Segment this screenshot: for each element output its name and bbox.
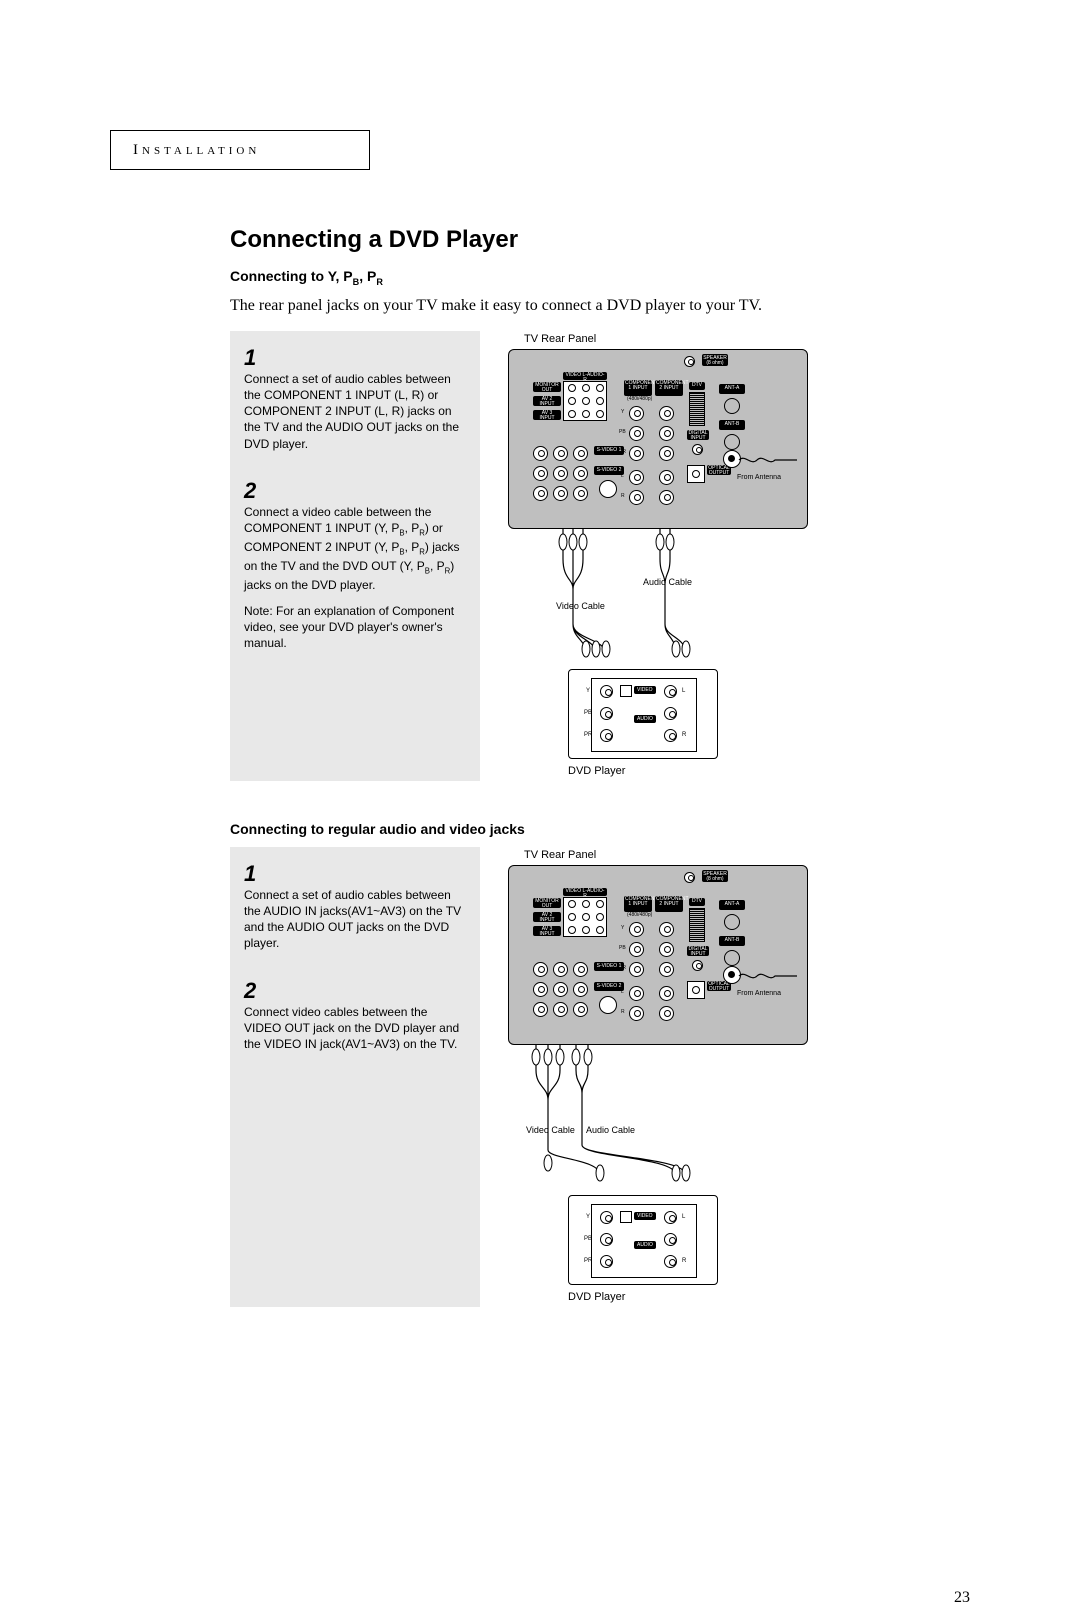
section-tab-label: Installation xyxy=(133,142,260,158)
audio-cable-label-a: Audio Cable xyxy=(643,577,692,587)
page-title: Connecting a DVD Player xyxy=(230,226,970,254)
cable-diagram-a xyxy=(508,529,828,669)
step-a2-note: Note: For an explanation of Component vi… xyxy=(244,603,466,652)
component-jack-pr xyxy=(629,446,644,461)
svideo-icon xyxy=(599,480,617,498)
component-jack-r xyxy=(629,490,644,505)
step-a1-num: 1 xyxy=(244,347,466,369)
tv-panel-label-a: TV Rear Panel xyxy=(524,333,970,345)
dvd-player-box-b: Y VIDEO L PB AUDIO PR R xyxy=(568,1195,718,1285)
screw-icon xyxy=(684,356,695,367)
subtitle-sub-r: R xyxy=(376,277,383,287)
step-b1-num: 1 xyxy=(244,863,466,885)
step-a1-body: Connect a set of audio cables between th… xyxy=(244,371,466,452)
dvd-label-b: DVD Player xyxy=(568,1291,970,1303)
tv-rear-panel-b: SPEAKER (8 ohm) MONITOR OUT AV 2 INPUT A… xyxy=(508,865,808,1045)
video-cable-label-b: Video Cable xyxy=(526,1125,575,1135)
section-a: 1 Connect a set of audio cables between … xyxy=(230,331,970,781)
ant-a-jack xyxy=(724,398,740,414)
tv-panel-label-b: TV Rear Panel xyxy=(524,849,970,861)
steps-box-a: 1 Connect a set of audio cables between … xyxy=(230,331,480,781)
dtv-slot xyxy=(689,392,705,426)
step-a2-num: 2 xyxy=(244,480,466,502)
intro-text: The rear panel jacks on your TV make it … xyxy=(230,297,970,315)
diagram-b: TV Rear Panel SPEAKER (8 ohm) MONITOR OU… xyxy=(498,847,970,1307)
from-antenna-label: From Antenna xyxy=(737,474,781,481)
section-b: 1 Connect a set of audio cables between … xyxy=(230,847,970,1307)
speaker-label: SPEAKER (8 ohm) xyxy=(703,356,727,366)
manual-page: Installation Connecting a DVD Player Con… xyxy=(110,130,970,1347)
cables-b: Video Cable Audio Cable xyxy=(508,1045,828,1195)
tv-rear-panel-a: SPEAKER (8 ohm) MONITOR OUT AV 2 INPUT A… xyxy=(508,349,808,529)
video-cable-label-a: Video Cable xyxy=(556,601,605,611)
step-a2-body: Connect a video cable between the COMPON… xyxy=(244,504,466,593)
step-b2-body: Connect video cables between the VIDEO O… xyxy=(244,1004,466,1053)
dvd-label-a: DVD Player xyxy=(568,765,970,777)
subtitle-regular: Connecting to regular audio and video ja… xyxy=(230,821,970,837)
optical-jack xyxy=(687,465,705,483)
subtitle-component: Connecting to Y, PB, PR xyxy=(230,268,970,287)
diagram-a: TV Rear Panel SPEAKER (8 ohm) MONITOR OU… xyxy=(498,331,970,781)
section-tab: Installation xyxy=(110,130,370,170)
audio-cable-label-b: Audio Cable xyxy=(586,1125,635,1135)
component-jack-y xyxy=(629,406,644,421)
cable-diagram-b xyxy=(508,1045,828,1195)
component-jack-pb xyxy=(629,426,644,441)
component-jack-l xyxy=(629,470,644,485)
cables-a: Video Cable Audio Cable xyxy=(508,529,828,669)
dvd-player-box-a: Y VIDEO L PB AUDIO PR R xyxy=(568,669,718,759)
page-number: 23 xyxy=(954,1589,970,1607)
antenna-cable-icon xyxy=(737,452,807,492)
subtitle-part1: Connecting to Y, P xyxy=(230,268,353,284)
ant-b-jack xyxy=(724,434,740,450)
step-b2-num: 2 xyxy=(244,980,466,1002)
steps-box-b: 1 Connect a set of audio cables between … xyxy=(230,847,480,1307)
subtitle-part2: , P xyxy=(359,268,376,284)
step-b1-body: Connect a set of audio cables between th… xyxy=(244,887,466,952)
content-area: Connecting a DVD Player Connecting to Y,… xyxy=(230,226,970,1307)
svideo-jack xyxy=(533,446,548,461)
